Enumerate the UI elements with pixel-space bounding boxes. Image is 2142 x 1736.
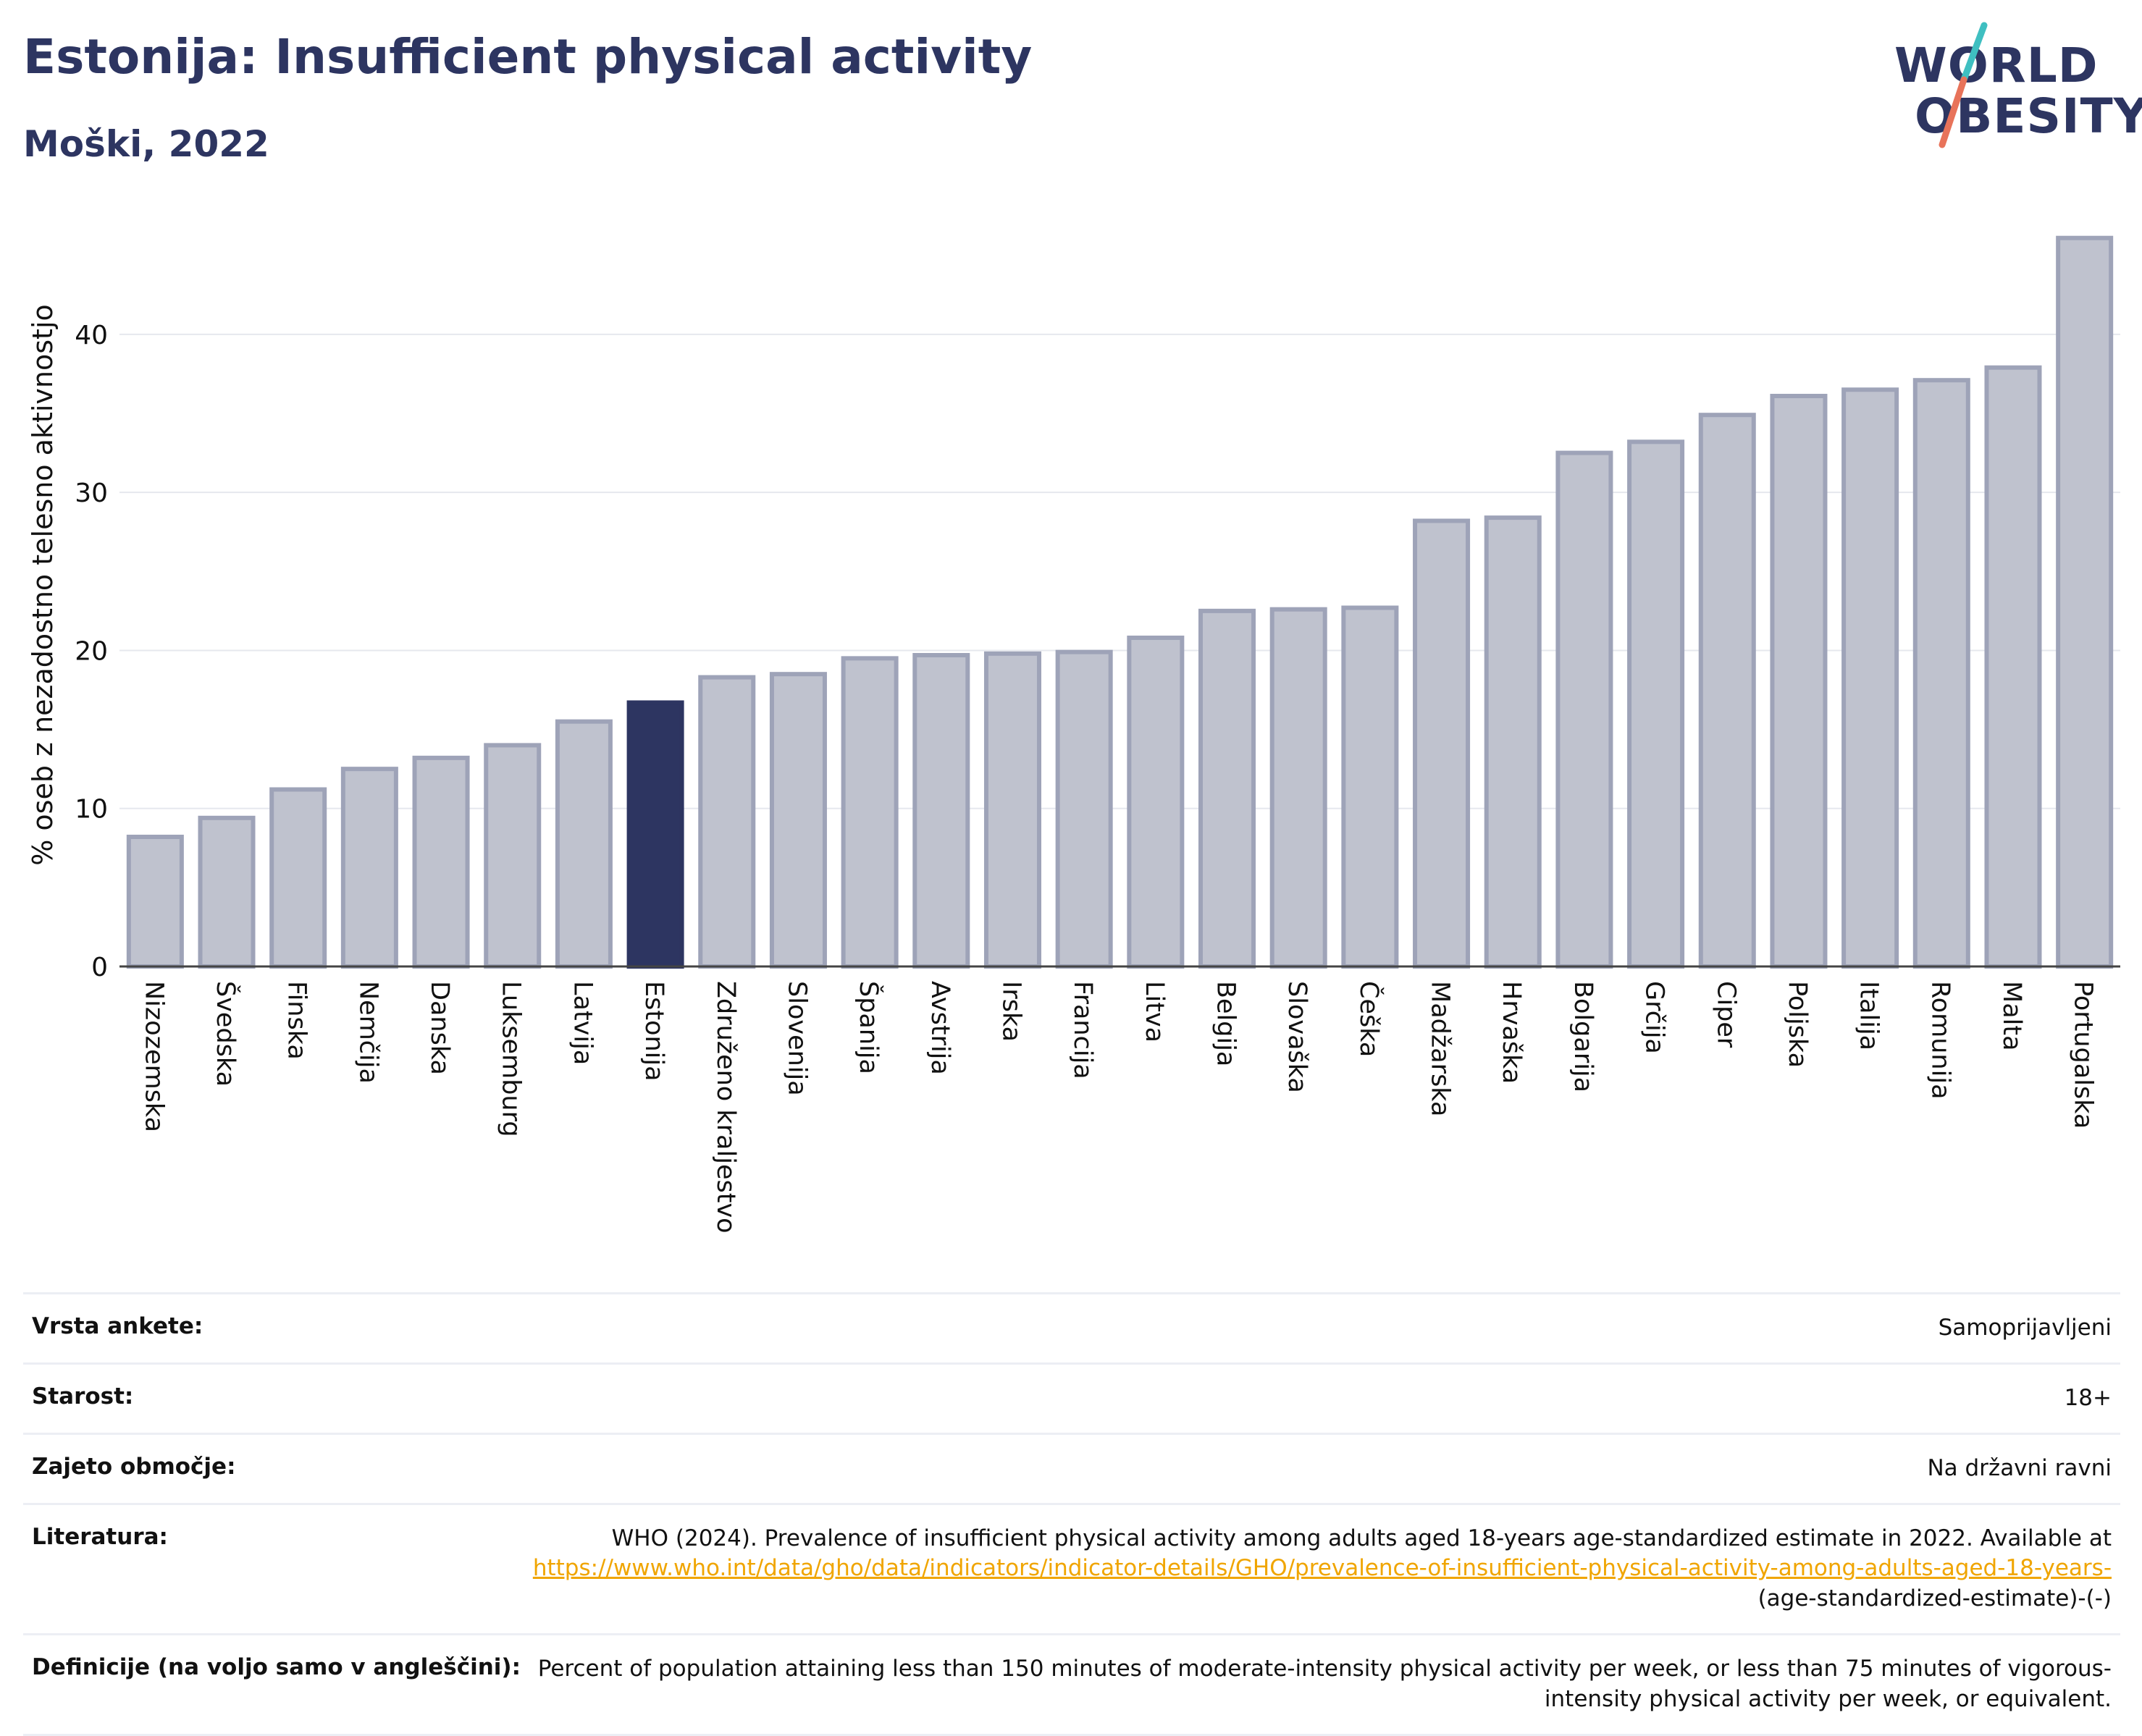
x-tick-label: Belgija: [1211, 981, 1240, 1066]
x-tick-label: Luksemburg: [497, 981, 526, 1137]
bar-Romunija: [1912, 378, 1970, 969]
world-obesity-logo: WORLD OBESITY: [1883, 22, 2142, 159]
bar-Irska: [983, 651, 1041, 969]
meta-row-survey-type: Vrsta ankete: Samoprijavljeni: [23, 1292, 2120, 1362]
x-tick-label: Češka: [1354, 981, 1385, 1057]
metadata-table: Vrsta ankete: Samoprijavljeni Starost: 1…: [23, 1292, 2120, 1736]
x-tick-label: Litva: [1140, 981, 1169, 1042]
bar-Švedska: [198, 815, 256, 969]
meta-value: 18+: [2064, 1384, 2112, 1411]
x-tick-label: Latvija: [568, 981, 597, 1065]
meta-value: Samoprijavljeni: [1938, 1315, 2112, 1341]
x-tick-label: Malta: [1997, 981, 2026, 1051]
bar-Portugalska: [2056, 235, 2114, 969]
y-tick-labels: 0 10 20 30 40: [75, 321, 108, 982]
bar-Francija: [1055, 649, 1113, 969]
bar-Češka: [1341, 605, 1399, 969]
bar-chart: 0 10 20 30 40 Nizozemska Švedska Finska Nemčija…: [27, 235, 2120, 1234]
x-tick-label: Danska: [425, 981, 454, 1075]
x-tick-labels: Nizozemska Švedska Finska Nemčija Danska Luks…: [139, 981, 2097, 1234]
bar-Združeno kraljestvo: [698, 675, 756, 969]
y-tick-label: 20: [75, 636, 108, 666]
meta-row-references: Literatura: WHO (2024). Prevalence of in…: [23, 1502, 2120, 1634]
y-tick-label: 30: [75, 479, 108, 508]
x-tick-label: Madžarska: [1426, 981, 1455, 1116]
bar-Španija: [841, 656, 899, 969]
x-tick-label: Poljska: [1783, 981, 1812, 1068]
bar-Poljska: [1770, 394, 1828, 969]
meta-label: Definicije (na voljo samo v angleščini):: [32, 1654, 521, 1681]
meta-row-coverage: Zajeto območje: Na državni ravni: [23, 1432, 2120, 1503]
reference-suffix: (age-standardized-estimate)-(-): [1757, 1585, 2112, 1612]
x-tick-label: Francija: [1068, 981, 1097, 1079]
x-tick-label: Grčija: [1640, 981, 1669, 1054]
reference-text: WHO (2024). Prevalence of insufficient p…: [611, 1525, 2112, 1551]
bar-Malta: [1984, 365, 2042, 969]
x-tick-label: Finska: [282, 981, 311, 1060]
bar-Avstrija: [912, 652, 970, 969]
y-axis-label: % oseb z nezadostno telesno aktivnostjo: [27, 304, 59, 866]
x-tick-label: Avstrija: [925, 981, 954, 1075]
bar-Belgija: [1198, 608, 1256, 969]
x-tick-label: Švedska: [211, 981, 241, 1087]
meta-label: Literatura:: [32, 1523, 168, 1550]
x-tick-label: Ciper: [1711, 981, 1740, 1048]
x-tick-label: Portugalska: [2069, 981, 2098, 1129]
bar-Latvija: [555, 719, 613, 969]
chart-subtitle: Moški, 2022: [23, 123, 269, 165]
reference-link[interactable]: https://www.who.int/data/gho/data/indica…: [532, 1555, 2112, 1582]
x-tick-label: Estonija: [639, 981, 668, 1082]
x-tick-label: Slovenija: [782, 981, 811, 1096]
bar-Litva: [1127, 635, 1185, 969]
bar-Danska: [412, 755, 470, 969]
meta-label: Zajeto območje:: [32, 1453, 236, 1480]
meta-value: Percent of population attaining less tha…: [537, 1656, 2112, 1712]
chart-title: Estonija: Insufficient physical activity: [23, 29, 1033, 85]
x-tick-label: Hrvaška: [1497, 981, 1526, 1084]
meta-row-definitions: Definicije (na voljo samo v angleščini):…: [23, 1633, 2120, 1736]
bar-Madžarska: [1413, 518, 1471, 969]
y-tick-label: 10: [75, 795, 108, 825]
x-tick-label: Nizozemska: [139, 981, 168, 1132]
bars-group: [119, 235, 2120, 969]
x-tick-label: Romunija: [1925, 981, 1954, 1100]
meta-label: Starost:: [32, 1383, 134, 1410]
bar-Slovaška: [1269, 607, 1327, 969]
bar-Ciper: [1698, 413, 1756, 969]
y-tick-label: 40: [75, 321, 108, 350]
logo-line-1: WORLD: [1894, 38, 2099, 93]
x-tick-label: Združeno kraljestvo: [711, 981, 740, 1234]
x-tick-label: Irska: [996, 981, 1025, 1042]
meta-row-age: Starost: 18+: [23, 1362, 2120, 1433]
x-tick-label: Italija: [1855, 981, 1883, 1050]
bar-Nizozemska: [126, 835, 184, 969]
bar-Grčija: [1627, 439, 1685, 969]
x-tick-label: Bolgarija: [1568, 981, 1597, 1092]
x-tick-label: Slovaška: [1282, 981, 1311, 1093]
bar-Bolgarija: [1555, 450, 1613, 969]
meta-value: WHO (2024). Prevalence of insufficient p…: [518, 1524, 2112, 1615]
bar-Finska: [269, 787, 327, 969]
bar-Nemčija: [340, 767, 398, 969]
bar-Slovenija: [769, 672, 827, 969]
x-tick-label: Nemčija: [353, 981, 382, 1084]
bar-Hrvaška: [1484, 515, 1542, 969]
bar-Italija: [1841, 387, 1899, 969]
bar-Luksemburg: [484, 743, 542, 969]
bar-Estonija: [626, 700, 684, 969]
logo-slash-icon: [1939, 22, 1988, 148]
x-tick-label: Španija: [854, 981, 884, 1074]
meta-value: Na državni ravni: [1927, 1454, 2112, 1481]
y-tick-label: 0: [91, 953, 108, 982]
meta-label: Vrsta ankete:: [32, 1313, 203, 1339]
